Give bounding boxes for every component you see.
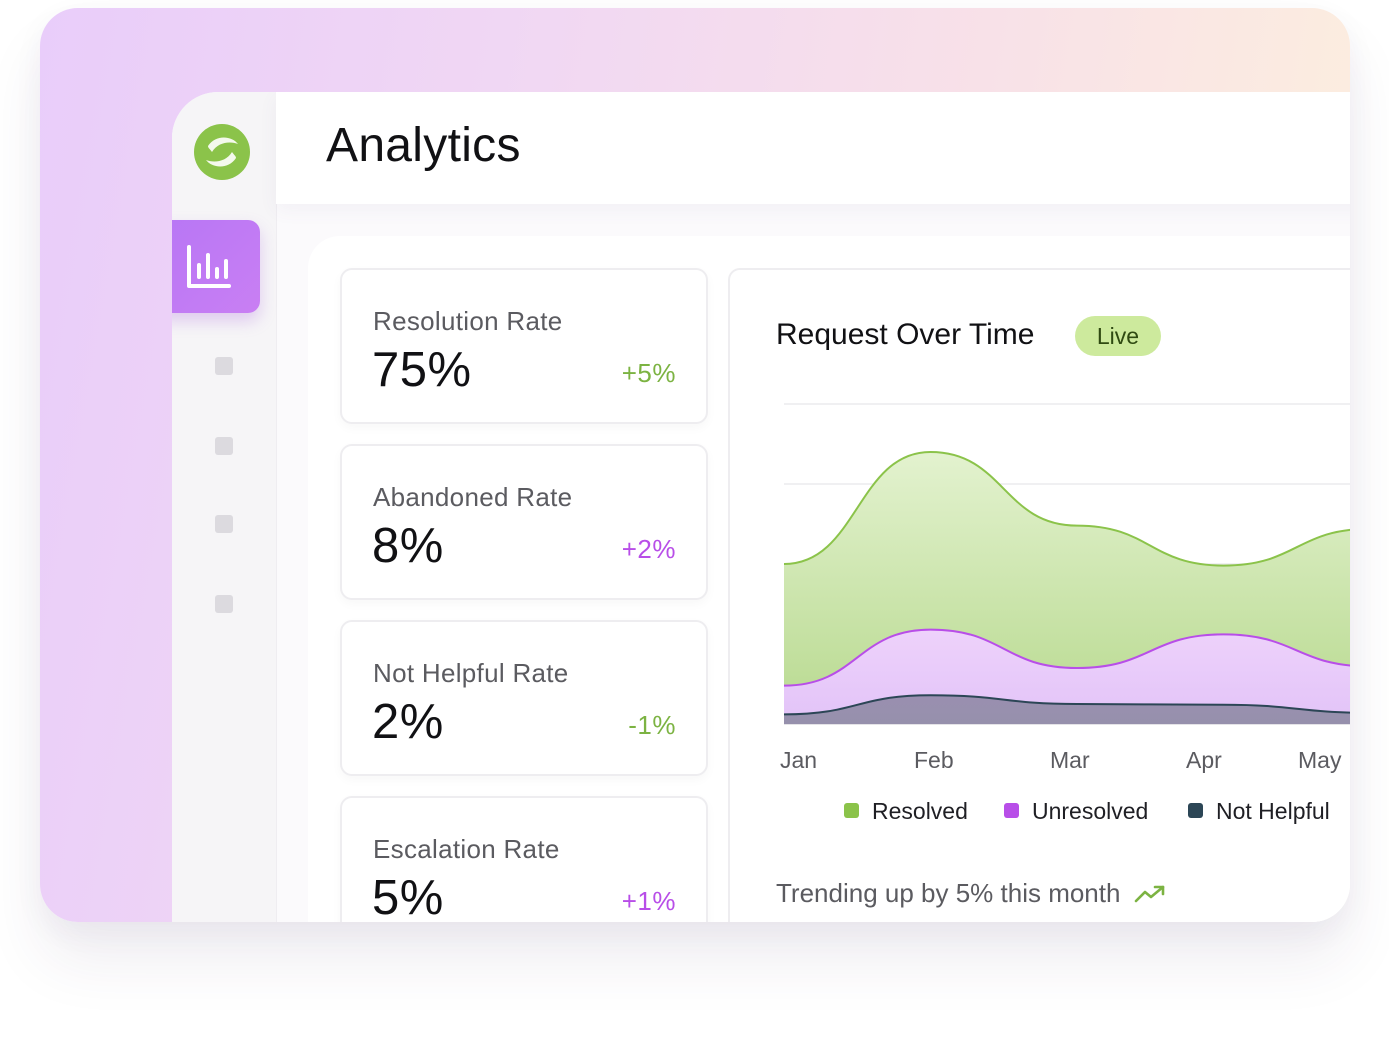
- legend-item[interactable]: Resolved: [844, 798, 968, 825]
- live-badge: Live: [1075, 316, 1161, 356]
- stat-delta: +5%: [621, 358, 676, 388]
- legend-swatch: [1004, 803, 1019, 818]
- stat-delta: +2%: [621, 534, 676, 564]
- legend-label: Resolved: [872, 798, 968, 824]
- x-tick-label: Apr: [1186, 747, 1222, 773]
- stat-delta: +1%: [621, 886, 676, 916]
- nav-placeholder-icon[interactable]: [215, 437, 233, 455]
- legend-label: Unresolved: [1032, 798, 1149, 824]
- series-unresolved-line: [783, 628, 1350, 687]
- content-panel: Resolution Rate 75% +5% Abandoned Rate 8…: [308, 236, 1350, 922]
- stat-card-escalation[interactable]: Escalation Rate 5% +1%: [340, 796, 708, 922]
- stat-value: 8%: [372, 519, 444, 573]
- stat-value: 75%: [372, 343, 472, 397]
- series-not-helpful-area: [784, 695, 1350, 724]
- stat-label: Not Helpful Rate: [373, 658, 569, 688]
- nav-placeholder-icon[interactable]: [215, 595, 233, 613]
- x-tick-label: Jan: [780, 747, 817, 773]
- screenshot-frame: Analytics Resolution Rate 75% +5% Abando…: [40, 8, 1350, 922]
- legend-swatch: [844, 803, 859, 818]
- legend-item[interactable]: Not Helpful: [1188, 798, 1330, 825]
- request-chart-card: Request Over Time Live Jan Feb Mar Apr May R…: [728, 268, 1350, 922]
- x-tick-label: Feb: [914, 747, 954, 773]
- app-window: Analytics Resolution Rate 75% +5% Abando…: [172, 92, 1350, 922]
- trend-note: Trending up by 5% this month: [776, 878, 1166, 909]
- x-tick-label: Mar: [1050, 747, 1090, 773]
- sidebar: [172, 92, 277, 922]
- chart-title: Request Over Time: [776, 318, 1035, 351]
- x-tick-label: May: [1298, 747, 1342, 773]
- stat-delta: -1%: [628, 710, 676, 740]
- series-not-helpful-line: [783, 694, 1350, 716]
- leaf-logo-icon[interactable]: [194, 124, 250, 180]
- stat-card-abandoned[interactable]: Abandoned Rate 8% +2%: [340, 444, 708, 600]
- series-resolved-line: [783, 450, 1350, 567]
- bar-chart-icon: [187, 244, 231, 288]
- stat-value: 2%: [372, 695, 444, 749]
- page-header: Analytics: [276, 92, 1350, 204]
- stat-label: Resolution Rate: [373, 306, 563, 336]
- area-chart: Jan Feb Mar Apr May: [780, 403, 1350, 773]
- nav-placeholder-icon[interactable]: [215, 357, 233, 375]
- legend-swatch: [1188, 803, 1203, 818]
- stat-label: Abandoned Rate: [373, 482, 573, 512]
- legend-item[interactable]: Unresolved: [1004, 798, 1148, 825]
- page-title: Analytics: [326, 119, 521, 172]
- legend-label: Not Helpful: [1216, 798, 1330, 824]
- stat-card-not-helpful[interactable]: Not Helpful Rate 2% -1%: [340, 620, 708, 776]
- trend-note-text: Trending up by 5% this month: [776, 878, 1121, 908]
- trending-up-icon: [1135, 885, 1165, 903]
- stat-card-resolution[interactable]: Resolution Rate 75% +5%: [340, 268, 708, 424]
- nav-item-analytics[interactable]: [172, 220, 260, 313]
- nav-placeholder-icon[interactable]: [215, 515, 233, 533]
- stat-label: Escalation Rate: [373, 834, 560, 864]
- stat-value: 5%: [372, 871, 444, 922]
